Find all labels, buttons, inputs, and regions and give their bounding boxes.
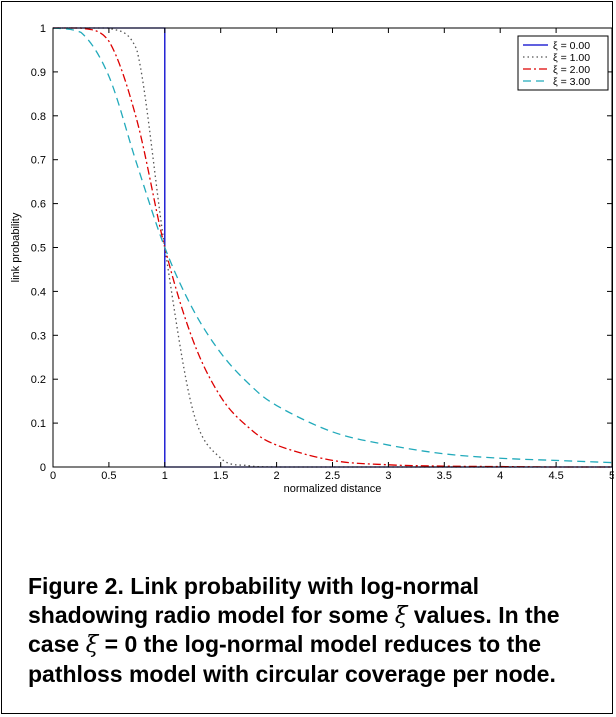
legend-label: ξ = 3.00 bbox=[553, 76, 590, 88]
plot-background bbox=[53, 28, 612, 467]
x-tick-label: 1 bbox=[162, 470, 168, 482]
x-tick-label: 2.5 bbox=[325, 470, 340, 482]
x-tick-label: 4 bbox=[497, 470, 503, 482]
x-tick-label: 0.5 bbox=[101, 470, 116, 482]
x-tick-label: 1.5 bbox=[213, 470, 228, 482]
series-line-3 bbox=[52, 27, 613, 464]
axes-box bbox=[52, 27, 613, 468]
y-tick-label: 0 bbox=[40, 462, 46, 474]
y-axis-label: link probability bbox=[10, 212, 22, 282]
figure-caption: Figure 2. Link probability with log-norm… bbox=[28, 572, 603, 688]
caption-text-1: Figure 2. Link probability with log-norm… bbox=[28, 573, 480, 628]
y-tick-label: 0.8 bbox=[31, 111, 46, 123]
caption-text-3: = 0 the log-normal model reduces to the … bbox=[28, 631, 556, 687]
y-tick-label: 0.7 bbox=[31, 155, 46, 167]
y-tick-label: 0.2 bbox=[31, 374, 46, 386]
x-tick-label: 0 bbox=[50, 470, 56, 482]
y-tick-label: 0.4 bbox=[31, 286, 46, 298]
series-line-2 bbox=[52, 27, 612, 468]
caption-symbol-xi: ξ bbox=[394, 602, 408, 629]
axes-layer: 0 0.5 1 1.5 2 2.5 3 3.5 4 4.5 5 0 0.1 0.2 0.3 0.4 0.5 0.6… bbox=[31, 23, 614, 482]
x-tick-label: 5 bbox=[609, 470, 614, 482]
x-tick-label: 4.5 bbox=[548, 470, 563, 482]
legend-label: ξ = 2.00 bbox=[553, 64, 590, 76]
y-tick-label: 0.5 bbox=[31, 243, 46, 255]
chart-svg: 0 0.5 1 1.5 2 2.5 3 3.5 4 4.5 5 0 0.1 0.2 0.3 0.4 0.5 0.6… bbox=[10, 23, 614, 495]
x-tick-label: 3 bbox=[385, 470, 391, 482]
y-tick-label: 1 bbox=[40, 23, 46, 35]
legend-label: ξ = 1.00 bbox=[553, 52, 590, 64]
y-tick-label: 0.9 bbox=[31, 67, 46, 79]
legend-label: ξ = 0.00 bbox=[553, 40, 590, 52]
y-tick-label: 0.3 bbox=[31, 330, 46, 342]
x-tick-label: 2 bbox=[274, 470, 280, 482]
caption-text-2: values. In the case bbox=[28, 601, 560, 658]
plot-area bbox=[53, 28, 612, 467]
legend: ξ = 0.00ξ = 1.00ξ = 2.00ξ = 3.00 bbox=[517, 35, 609, 91]
caption-symbol-xi: ξ bbox=[85, 632, 99, 658]
y-tick-label: 0.1 bbox=[31, 418, 46, 430]
x-tick-label: 3.5 bbox=[437, 470, 452, 482]
x-axis-label: normalized distance bbox=[284, 483, 382, 495]
y-tick-label: 0.6 bbox=[31, 199, 46, 211]
